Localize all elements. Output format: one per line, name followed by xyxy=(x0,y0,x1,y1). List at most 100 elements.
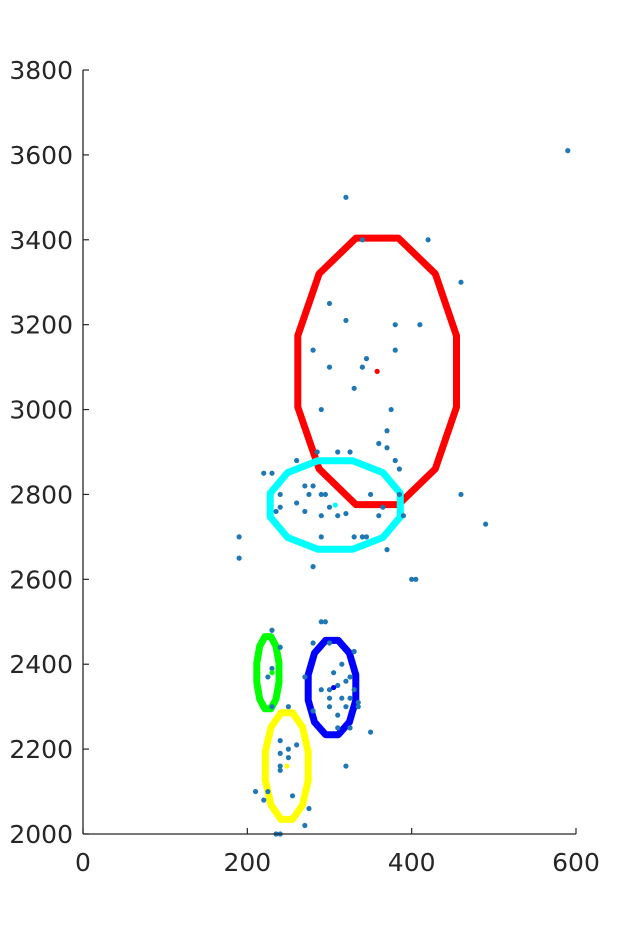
y-tick-label: 3400 xyxy=(9,226,73,255)
data-point xyxy=(322,619,328,625)
data-point xyxy=(318,491,324,498)
data-point xyxy=(294,457,300,464)
data-point xyxy=(318,619,324,625)
data-point xyxy=(318,406,324,413)
cluster-center-point xyxy=(374,368,380,374)
data-point xyxy=(277,504,283,510)
data-point xyxy=(277,750,283,756)
cluster-centers xyxy=(269,368,380,769)
data-point xyxy=(302,822,308,829)
data-point xyxy=(269,627,275,633)
data-point xyxy=(376,513,382,519)
y-tick-label: 3800 xyxy=(9,56,73,85)
data-point xyxy=(351,687,357,693)
cluster-ellipse xyxy=(294,234,460,509)
cluster-center-point xyxy=(331,684,337,691)
data-point xyxy=(335,725,341,731)
data-point xyxy=(273,508,279,515)
x-tick-label: 600 xyxy=(552,848,600,877)
data-point xyxy=(277,491,283,498)
cluster-ellipse xyxy=(304,636,360,739)
data-point xyxy=(326,704,333,710)
data-point xyxy=(347,674,353,680)
cluster-center-point xyxy=(284,763,290,769)
cluster-ellipse xyxy=(266,457,404,553)
data-point xyxy=(413,576,419,582)
cluster-center-point xyxy=(332,502,338,508)
data-point xyxy=(265,788,271,795)
data-point xyxy=(261,470,267,476)
data-point xyxy=(392,457,398,464)
data-point xyxy=(326,640,333,646)
data-point xyxy=(302,508,308,515)
data-point xyxy=(351,385,357,391)
data-point xyxy=(314,449,320,455)
y-tick-label: 2800 xyxy=(9,480,73,509)
data-point xyxy=(380,504,386,510)
data-point xyxy=(359,534,365,540)
x-tick-label: 400 xyxy=(388,848,436,877)
data-point xyxy=(384,547,390,553)
data-point xyxy=(306,491,312,498)
data-point xyxy=(458,491,464,498)
y-tick-label: 2400 xyxy=(9,650,73,679)
data-point xyxy=(277,738,283,744)
data-point xyxy=(335,449,341,455)
data-point xyxy=(367,729,374,735)
data-point xyxy=(392,322,398,328)
cluster-ellipse xyxy=(261,709,312,823)
data-point xyxy=(318,687,324,693)
data-point xyxy=(277,763,283,769)
data-point xyxy=(294,500,300,506)
data-point xyxy=(326,300,333,307)
data-point xyxy=(458,279,464,285)
data-point xyxy=(343,317,349,324)
data-point xyxy=(277,767,283,773)
data-point xyxy=(310,640,316,646)
data-point xyxy=(347,449,353,455)
data-point xyxy=(347,695,353,701)
data-point xyxy=(335,513,341,519)
data-point xyxy=(355,699,361,706)
cluster-center-point xyxy=(269,670,275,676)
data-point xyxy=(322,491,328,498)
data-point xyxy=(289,793,296,799)
data-point xyxy=(310,708,316,714)
data-point xyxy=(335,712,341,718)
data-point xyxy=(343,194,349,200)
axis-ticks: 0 200 400 600 2000 2200 2400 2600 2800 3000 3200 34… xyxy=(9,56,599,877)
data-point xyxy=(355,704,361,710)
x-tick-label: 200 xyxy=(223,848,271,877)
data-point xyxy=(409,576,415,582)
axes xyxy=(82,70,576,835)
x-tick-label: 0 xyxy=(75,848,91,877)
data-point xyxy=(400,513,407,519)
data-point xyxy=(351,648,357,655)
data-point xyxy=(302,674,308,680)
data-point xyxy=(339,695,345,701)
data-point xyxy=(318,513,324,519)
data-point xyxy=(351,534,357,540)
data-point xyxy=(306,805,312,812)
data-point xyxy=(326,364,333,370)
data-point xyxy=(388,406,394,413)
data-point xyxy=(294,742,300,748)
data-point xyxy=(425,237,431,243)
data-point xyxy=(302,483,308,489)
data-point xyxy=(318,534,324,540)
data-point xyxy=(326,695,333,701)
data-point xyxy=(285,704,292,710)
y-tick-label: 2000 xyxy=(9,820,73,849)
data-point xyxy=(236,534,242,540)
y-tick-label: 2200 xyxy=(9,735,73,764)
data-point xyxy=(269,470,275,476)
data-point xyxy=(565,148,571,154)
data-point xyxy=(384,445,390,451)
data-point xyxy=(335,682,341,689)
data-point xyxy=(331,670,337,676)
y-tick-label: 3000 xyxy=(9,396,73,425)
data-point xyxy=(396,491,402,498)
data-point xyxy=(285,755,292,761)
data-point xyxy=(376,440,382,447)
